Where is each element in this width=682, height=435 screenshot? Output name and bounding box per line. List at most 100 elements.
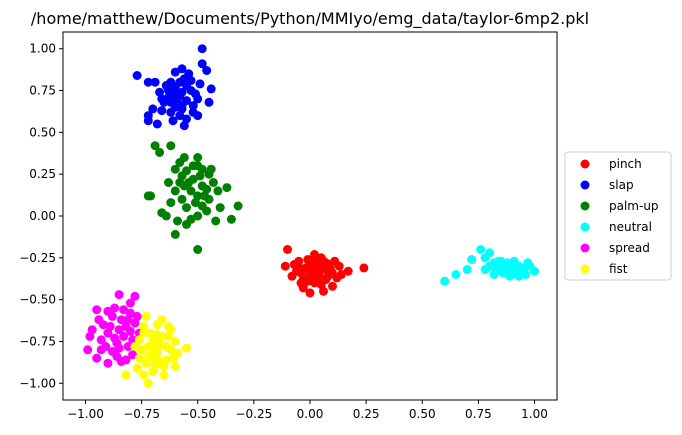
data-point-slap	[143, 116, 153, 126]
data-point-palm-up	[170, 164, 180, 174]
data-point-palm-up	[206, 164, 216, 174]
data-point-slap	[177, 104, 187, 114]
data-point-slap	[177, 64, 187, 74]
data-point-pinch	[287, 271, 297, 281]
data-point-pinch	[305, 271, 315, 281]
data-point-neutral	[494, 256, 504, 266]
data-point-slap	[170, 67, 180, 77]
data-point-palm-up	[166, 198, 176, 208]
data-point-palm-up	[193, 153, 203, 162]
data-point-fist	[139, 328, 149, 338]
data-point-neutral	[525, 261, 535, 271]
data-point-spread	[96, 335, 106, 345]
data-point-spread	[119, 305, 129, 315]
data-point-neutral	[462, 265, 472, 274]
legend-box	[564, 151, 672, 281]
data-point-palm-up	[226, 214, 236, 224]
x-axis: −1.00 −0.75 −0.50 −0.25 0.00 0.25 0.50 0.75 1.00	[67, 400, 548, 421]
data-point-fist	[143, 378, 153, 388]
data-point-pinch	[283, 245, 292, 254]
data-point-slap	[157, 106, 167, 116]
data-point-slap	[157, 94, 167, 104]
data-point-palm-up	[211, 216, 221, 226]
data-point-palm-up	[233, 201, 243, 211]
data-point-palm-up	[177, 194, 187, 204]
y-tick-label: −1.00	[19, 376, 56, 390]
data-point-spread	[123, 342, 133, 351]
data-point-slap	[202, 66, 212, 75]
data-point-slap	[197, 59, 207, 69]
data-point-palm-up	[186, 186, 196, 196]
legend-marker-palm-up	[580, 201, 590, 211]
data-point-spread	[110, 303, 120, 313]
data-point-spread	[128, 350, 138, 360]
data-point-spread	[125, 298, 135, 308]
y-axis: −1.00 −0.75 −0.50 −0.25 0.00 0.25 0.50 0.75 1.00	[19, 42, 63, 390]
data-point-spread	[96, 345, 106, 355]
x-tick-label: 0.50	[409, 407, 436, 421]
data-point-pinch	[305, 288, 315, 298]
data-point-palm-up	[166, 141, 176, 151]
legend-marker-spread	[580, 243, 590, 253]
chart-title: /home/matthew/Documents/Python/MMIyo/emg…	[31, 9, 589, 29]
x-tick-label: 0.75	[465, 407, 492, 421]
data-point-palm-up	[202, 184, 212, 194]
data-point-spread	[132, 311, 142, 321]
data-point-fist	[164, 331, 173, 341]
data-point-fist	[139, 321, 149, 331]
data-point-spread	[116, 357, 126, 366]
data-point-fist	[148, 345, 158, 355]
data-point-slap	[179, 121, 189, 131]
y-tick-label: −0.50	[19, 293, 56, 307]
legend-label-slap: slap	[609, 178, 634, 192]
data-point-fist	[130, 342, 140, 351]
data-point-fist	[152, 330, 162, 340]
data-point-fist	[155, 357, 165, 366]
data-point-fist	[139, 370, 149, 380]
data-point-pinch	[359, 263, 369, 273]
legend-label-palm-up: palm-up	[609, 199, 659, 213]
data-point-neutral	[509, 256, 519, 266]
data-point-neutral	[451, 270, 461, 279]
data-point-neutral	[514, 271, 524, 281]
data-point-slap	[195, 79, 205, 89]
data-point-neutral	[500, 260, 510, 269]
data-point-fist	[134, 335, 144, 345]
data-point-palm-up	[150, 141, 160, 151]
data-point-spread	[123, 315, 133, 325]
data-point-palm-up	[193, 191, 203, 201]
data-point-spread	[87, 325, 97, 335]
data-point-fist	[170, 362, 180, 371]
data-point-neutral	[467, 255, 477, 264]
data-point-neutral	[440, 276, 450, 286]
legend-marker-neutral	[580, 222, 590, 232]
data-point-slap	[166, 107, 176, 117]
legend-marker-slap	[580, 180, 590, 190]
x-tick-label: −1.00	[67, 407, 104, 421]
data-point-slap	[166, 97, 176, 107]
data-point-slap	[193, 111, 203, 121]
points-layer	[83, 44, 539, 388]
y-tick-label: −0.75	[19, 334, 56, 348]
data-point-fist	[132, 363, 142, 373]
data-point-palm-up	[186, 214, 196, 224]
data-point-slap	[150, 77, 160, 87]
data-point-fist	[137, 345, 147, 355]
data-point-fist	[121, 370, 131, 380]
x-tick-label: −0.50	[179, 407, 216, 421]
data-point-slap	[152, 119, 162, 129]
data-point-pinch	[289, 260, 299, 269]
data-point-pinch	[319, 256, 328, 266]
data-point-fist	[182, 343, 191, 353]
data-point-slap	[132, 71, 142, 80]
data-point-pinch	[328, 281, 337, 291]
data-point-spread	[110, 333, 120, 343]
y-tick-label: 0.50	[29, 125, 56, 139]
data-point-palm-up	[215, 203, 225, 213]
legend-label-pinch: pinch	[609, 157, 642, 171]
data-point-pinch	[325, 260, 335, 269]
data-point-palm-up	[204, 194, 214, 204]
data-point-palm-up	[170, 229, 180, 239]
data-point-spread	[92, 353, 102, 363]
